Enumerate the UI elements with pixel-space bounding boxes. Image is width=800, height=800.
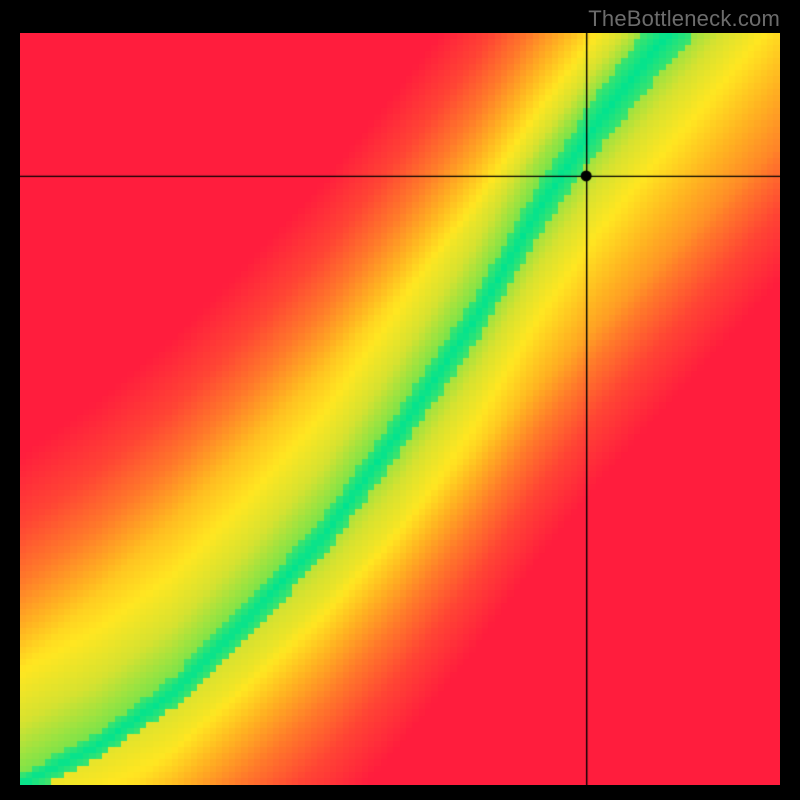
chart-container: TheBottleneck.com xyxy=(0,0,800,800)
watermark-text: TheBottleneck.com xyxy=(588,6,780,32)
bottleneck-heatmap xyxy=(20,33,780,785)
